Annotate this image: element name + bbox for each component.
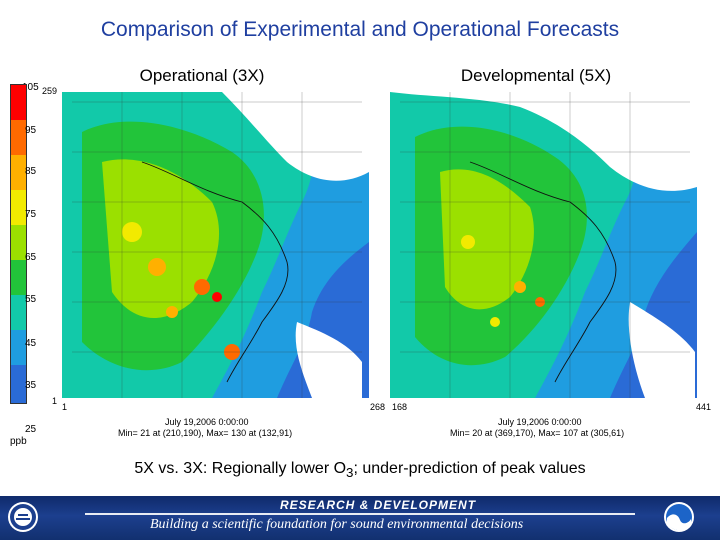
legend-tick-45: 45	[25, 338, 37, 349]
left-axis-bottom: 1	[52, 396, 58, 406]
developmental-forecast-map	[390, 92, 697, 398]
legend-tick-95: 95	[25, 125, 37, 136]
epa-seal-icon	[8, 502, 38, 532]
caption-prefix: 5X vs. 3X: Regionally lower O	[134, 460, 347, 477]
right-minmax: Min= 20 at (369,170), Max= 107 at (305,6…	[450, 428, 625, 438]
left-minmax: Min= 21 at (210,190), Max= 130 at (132,9…	[118, 428, 293, 438]
right-axis-x-end: 441	[696, 402, 712, 412]
left-axis-x-end: 268	[370, 402, 386, 412]
color-legend	[10, 84, 27, 404]
legend-tick-75: 75	[25, 209, 37, 220]
panel-title-developmental: Developmental (5X)	[460, 66, 612, 85]
legend-swatch-3	[11, 155, 26, 190]
legend-tick-55: 55	[25, 294, 37, 305]
left-date: July 19,2006 0:00:00	[165, 417, 249, 427]
legend-tick-35: 35	[25, 380, 37, 391]
legend-swatch-5	[11, 225, 26, 260]
legend-tick-25: 25	[25, 424, 37, 435]
slide-title: Comparison of Experimental and Operation…	[100, 18, 620, 41]
legend-swatch-2	[11, 120, 26, 155]
caption-subscript: 3	[346, 465, 354, 481]
panel-title-operational: Operational (3X)	[139, 66, 265, 85]
footer-banner: RESEARCH & DEVELOPMENT Building a scient…	[0, 496, 720, 540]
left-axis-top: 259	[42, 86, 58, 96]
legend-swatch-9	[11, 365, 26, 403]
legend-unit: ppb	[10, 436, 27, 447]
legend-swatch-6	[11, 260, 26, 295]
right-date: July 19,2006 0:00:00	[498, 417, 582, 427]
caption-suffix: ; under-prediction of peak values	[353, 460, 586, 477]
legend-tick-65: 65	[25, 252, 37, 263]
legend-swatch-4	[11, 190, 26, 225]
operational-forecast-map	[62, 92, 369, 398]
left-axis-x-start: 1	[62, 402, 68, 412]
footer-heading: RESEARCH & DEVELOPMENT	[280, 498, 477, 512]
legend-tick-105: 105	[22, 82, 39, 93]
noaa-logo-icon	[664, 502, 694, 532]
footer-divider	[85, 513, 635, 515]
caption: 5X vs. 3X: Regionally lower O3; under-pr…	[0, 460, 720, 480]
footer-tagline: Building a scientific foundation for sou…	[150, 517, 524, 532]
legend-swatch-1	[11, 85, 26, 120]
legend-swatch-8	[11, 330, 26, 365]
legend-swatch-7	[11, 295, 26, 330]
legend-tick-85: 85	[25, 166, 37, 177]
right-axis-x-start: 168	[392, 402, 408, 412]
